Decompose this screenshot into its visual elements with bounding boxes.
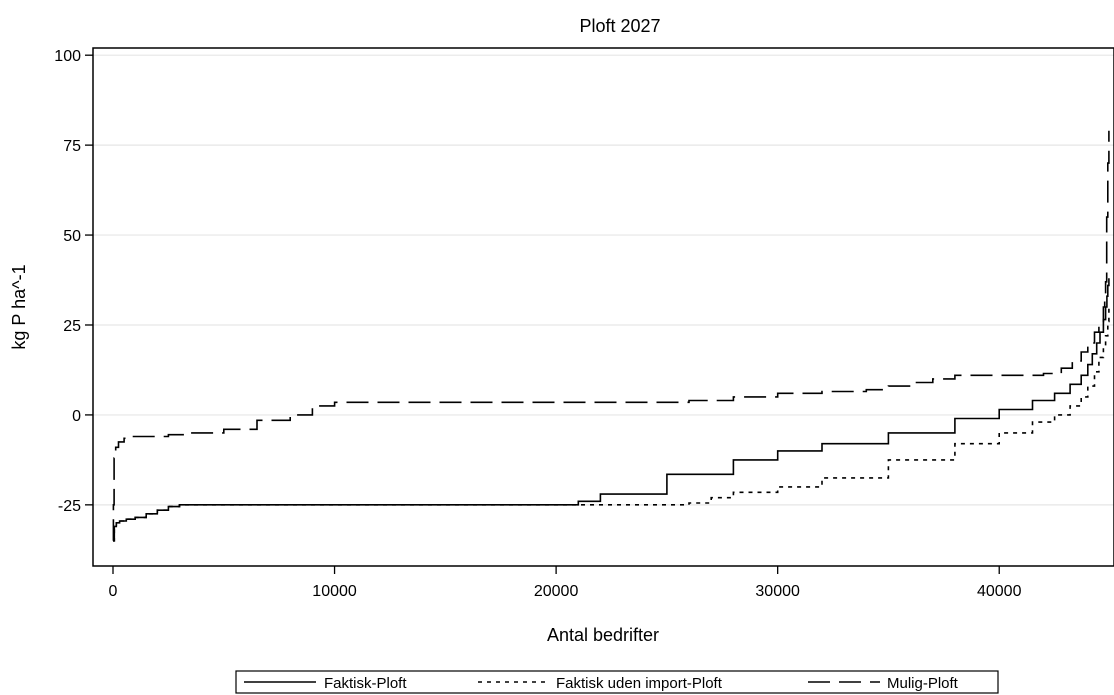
chart-title: Ploft 2027 xyxy=(579,16,660,36)
series-layer xyxy=(112,130,1110,542)
x-tick-label: 10000 xyxy=(312,583,357,600)
legend-items: Faktisk-Ploft Faktisk uden import-Ploft Mu… xyxy=(244,675,959,692)
x-tick-label: 20000 xyxy=(534,583,579,600)
y-tick-label: 0 xyxy=(72,408,81,425)
x-axis-title: Antal bedrifter xyxy=(547,625,659,645)
y-tick-label: 25 xyxy=(63,318,81,335)
x-tick-label: 0 xyxy=(109,583,118,600)
legend-box xyxy=(235,670,999,694)
gridlines xyxy=(93,54,1114,506)
y-tick-label: -25 xyxy=(58,498,81,515)
y-tick-label: 100 xyxy=(54,48,81,65)
plot-frame xyxy=(92,47,1114,567)
x-tick-label: 30000 xyxy=(755,583,800,600)
y-axis: -25 0 25 50 75 100 xyxy=(54,48,93,515)
y-tick-label: 75 xyxy=(63,138,81,155)
legend-label: Faktisk-Ploft xyxy=(324,675,407,692)
y-axis-title: kg P ha^-1 xyxy=(9,264,29,349)
legend: Faktisk-Ploft Faktisk uden import-Ploft Mu… xyxy=(235,670,999,694)
series-line-3 xyxy=(112,130,1110,542)
x-axis: 0 10000 20000 30000 40000 xyxy=(109,566,1022,600)
legend-label: Faktisk uden import-Ploft xyxy=(556,675,723,692)
series-line-2 xyxy=(113,307,1110,542)
legend-label: Mulig-Ploft xyxy=(887,675,959,692)
series-line-1 xyxy=(113,278,1110,542)
y-tick-label: 50 xyxy=(63,228,81,245)
x-tick-label: 40000 xyxy=(977,583,1022,600)
